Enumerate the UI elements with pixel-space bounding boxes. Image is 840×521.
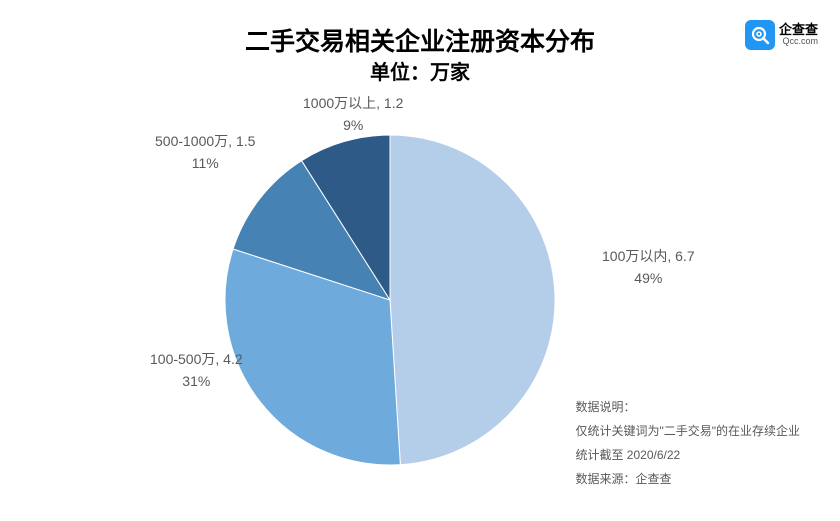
footnote-line: 数据说明： <box>575 395 800 419</box>
slice-label: 100万以内, 6.749% <box>602 245 695 290</box>
pie-slice <box>390 135 555 465</box>
footnote-line: 统计截至 2020/6/22 <box>575 443 800 467</box>
footnote-line: 仅统计关键词为"二手交易"的在业存续企业 <box>575 419 800 443</box>
slice-label: 500-1000万, 1.511% <box>155 130 255 175</box>
slice-label: 1000万以上, 1.29% <box>303 92 403 137</box>
footnotes: 数据说明： 仅统计关键词为"二手交易"的在业存续企业 统计截至 2020/6/2… <box>575 395 800 491</box>
footnote-line: 数据来源：企查查 <box>575 467 800 491</box>
slice-label: 100-500万, 4.231% <box>150 348 243 393</box>
